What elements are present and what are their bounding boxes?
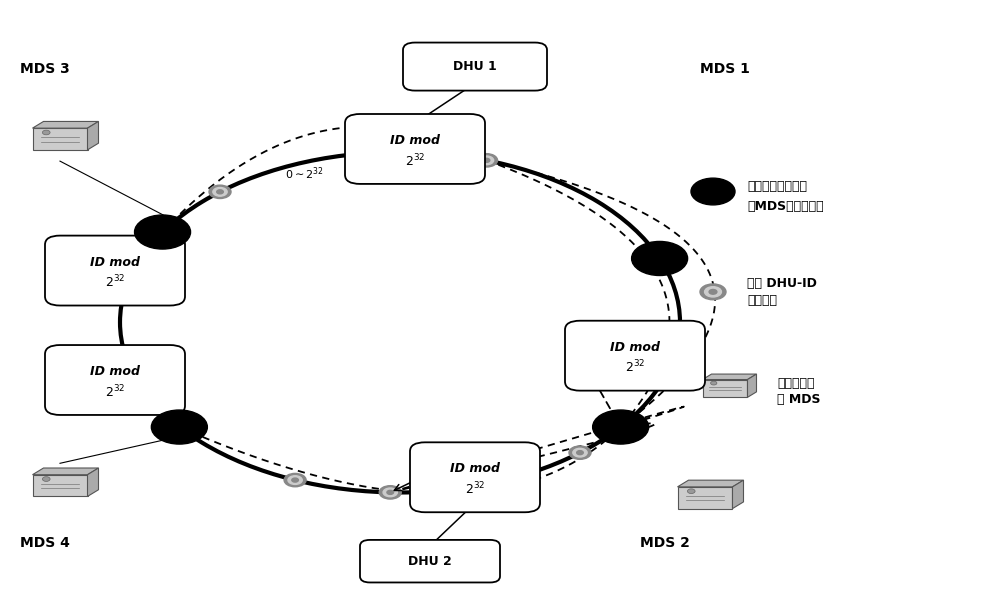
Circle shape	[626, 418, 633, 422]
Circle shape	[489, 478, 503, 486]
Circle shape	[123, 285, 129, 289]
Text: DHU 1: DHU 1	[453, 60, 497, 74]
Text: $0\sim 2^{32}$: $0\sim 2^{32}$	[285, 165, 324, 182]
FancyBboxPatch shape	[403, 43, 547, 91]
Text: DHU 2: DHU 2	[408, 554, 452, 568]
Text: 器 MDS: 器 MDS	[777, 393, 820, 406]
Circle shape	[593, 410, 649, 444]
Circle shape	[691, 178, 735, 205]
Circle shape	[705, 287, 721, 297]
Text: MDS 1: MDS 1	[700, 62, 750, 76]
Circle shape	[288, 475, 302, 485]
Circle shape	[387, 491, 394, 494]
FancyBboxPatch shape	[565, 321, 705, 391]
Text: ID mod: ID mod	[610, 340, 660, 354]
Circle shape	[687, 489, 695, 494]
Text: ID mod: ID mod	[90, 255, 140, 269]
Circle shape	[476, 154, 498, 167]
Circle shape	[700, 284, 726, 300]
Circle shape	[135, 215, 191, 249]
Circle shape	[709, 289, 717, 294]
Text: MDS 3: MDS 3	[20, 62, 70, 76]
Circle shape	[209, 185, 231, 199]
Text: MDS 4: MDS 4	[20, 536, 70, 550]
Text: ID mod: ID mod	[90, 365, 140, 378]
Circle shape	[632, 241, 688, 275]
Circle shape	[573, 448, 587, 457]
Circle shape	[711, 381, 717, 385]
Circle shape	[379, 486, 401, 499]
Circle shape	[492, 480, 499, 484]
Text: 元数据服务: 元数据服务	[777, 376, 814, 390]
Polygon shape	[32, 128, 88, 150]
Text: $2^{32}$: $2^{32}$	[465, 480, 485, 497]
Circle shape	[42, 130, 50, 135]
Circle shape	[479, 156, 494, 165]
Polygon shape	[702, 379, 747, 398]
Polygon shape	[732, 480, 743, 508]
Text: $2^{32}$: $2^{32}$	[105, 383, 125, 400]
Circle shape	[569, 446, 591, 459]
Text: 代表 DHU-ID: 代表 DHU-ID	[747, 277, 817, 291]
Circle shape	[292, 478, 298, 482]
Circle shape	[151, 410, 207, 444]
Polygon shape	[88, 468, 98, 496]
Polygon shape	[747, 374, 757, 398]
Circle shape	[485, 475, 507, 489]
Text: ID mod: ID mod	[450, 462, 500, 475]
Text: $2^{32}$: $2^{32}$	[625, 359, 645, 376]
FancyBboxPatch shape	[45, 235, 185, 305]
Text: $2^{32}$: $2^{32}$	[105, 274, 125, 291]
Text: ID mod: ID mod	[390, 134, 440, 147]
FancyBboxPatch shape	[360, 540, 500, 582]
Polygon shape	[702, 374, 757, 379]
FancyBboxPatch shape	[410, 443, 540, 512]
Circle shape	[622, 415, 637, 424]
Circle shape	[217, 190, 223, 194]
Text: MDS 2: MDS 2	[640, 536, 690, 550]
Circle shape	[618, 413, 640, 427]
Circle shape	[213, 187, 227, 196]
FancyBboxPatch shape	[45, 345, 185, 415]
Circle shape	[284, 474, 306, 487]
Text: $2^{32}$: $2^{32}$	[405, 152, 425, 169]
Circle shape	[483, 158, 490, 162]
Polygon shape	[88, 122, 98, 150]
Polygon shape	[678, 480, 743, 487]
Circle shape	[115, 280, 137, 294]
Polygon shape	[32, 468, 98, 475]
Polygon shape	[678, 487, 732, 508]
Polygon shape	[32, 122, 98, 128]
Polygon shape	[32, 475, 88, 496]
Text: 的哈希值: 的哈希值	[747, 294, 777, 308]
Circle shape	[119, 283, 133, 291]
Text: 代表元数据服务器: 代表元数据服务器	[747, 180, 807, 193]
Circle shape	[577, 451, 583, 455]
Text: （MDS）的哈希值: （MDS）的哈希值	[747, 200, 824, 213]
Circle shape	[383, 488, 397, 497]
Circle shape	[42, 477, 50, 482]
FancyBboxPatch shape	[345, 114, 485, 184]
